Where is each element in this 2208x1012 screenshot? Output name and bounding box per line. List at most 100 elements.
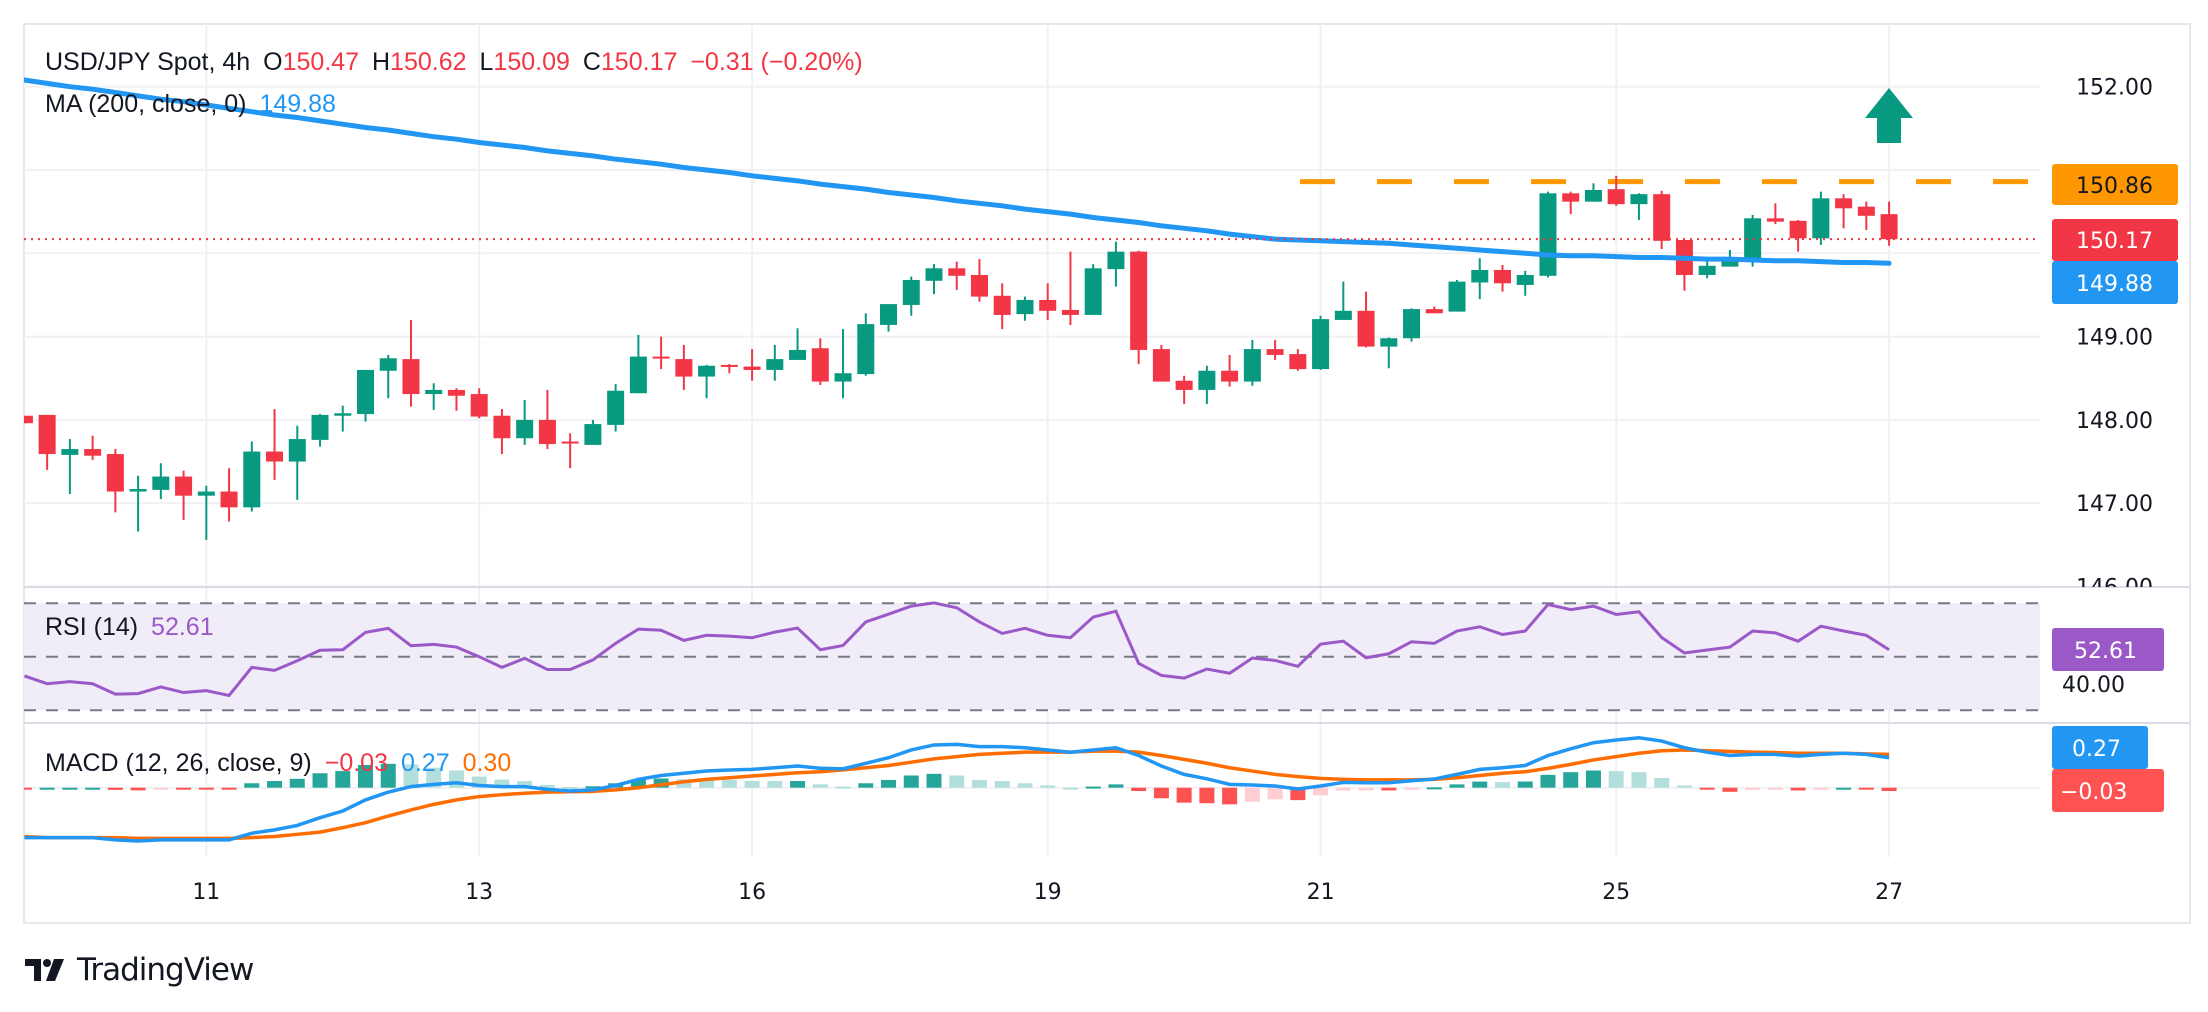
candle-body — [902, 279, 920, 305]
rsi-axis-label: 40.00 — [2062, 673, 2125, 698]
histogram-bar — [312, 773, 328, 788]
candle — [311, 414, 329, 447]
candle-body — [561, 441, 579, 444]
rsi-line — [24, 601, 1890, 698]
candle-body — [1175, 380, 1193, 390]
candle — [402, 319, 420, 407]
histogram-bar — [1335, 787, 1351, 791]
candle — [652, 336, 670, 370]
candle — [1312, 315, 1330, 370]
candle-body — [652, 356, 670, 359]
candle — [698, 364, 716, 399]
time-axis-label: 27 — [1875, 880, 1903, 905]
histogram-bar — [1654, 778, 1670, 788]
macd-legend[interactable]: MACD (12, 26, close, 9) −0.03 0.27 0.30 — [45, 748, 517, 778]
candle-body — [470, 394, 488, 417]
candle — [152, 463, 170, 500]
candle-body — [288, 439, 306, 462]
candle — [1016, 296, 1034, 321]
time-axis-label: 11 — [192, 880, 220, 905]
up-arrow-icon — [1865, 88, 1913, 143]
candle-body — [948, 268, 966, 276]
histogram-bar — [1495, 782, 1510, 788]
candle-body — [1403, 309, 1421, 339]
price-axis-label: 146.00 — [2076, 576, 2153, 601]
candles — [24, 175, 1898, 540]
ma-label: MA (200, close, 0) — [45, 90, 247, 118]
candle-body — [1130, 251, 1148, 350]
time-axis[interactable]: 11 13 16 19 21 25 27 — [192, 880, 1903, 905]
histogram-bar — [1062, 787, 1078, 790]
candle — [425, 383, 443, 410]
rsi-band — [24, 603, 2040, 710]
time-axis-label: 16 — [738, 880, 766, 905]
histogram-bar — [1085, 786, 1101, 789]
histogram-bar — [881, 779, 897, 788]
candle — [629, 334, 647, 394]
candle-body — [1107, 251, 1125, 270]
histogram-bar — [1836, 787, 1852, 790]
histogram-bar — [1813, 787, 1829, 790]
candle-body — [1243, 349, 1261, 382]
candle — [1562, 191, 1580, 215]
histogram-bar — [1472, 781, 1488, 788]
macd-value: 0.27 — [400, 749, 450, 777]
candle-body — [993, 295, 1011, 315]
candle — [538, 389, 556, 450]
candle-body — [447, 389, 465, 396]
histogram-bar — [107, 787, 123, 790]
candle-body — [880, 304, 898, 325]
symbol-legend[interactable]: USD/JPY Spot, 4h O150.47 H150.62 L150.09… — [45, 47, 869, 77]
resistance-badge: 150.86 — [2052, 164, 2178, 205]
histogram-bar — [403, 764, 419, 788]
tradingview-logo[interactable]: TradingView — [25, 952, 254, 988]
candle-body — [1289, 354, 1307, 370]
histogram-bar — [1699, 787, 1715, 790]
rsi-legend[interactable]: RSI (14) 52.61 — [45, 612, 220, 642]
candle-body — [720, 364, 738, 367]
low-label: L — [479, 48, 494, 76]
candle-body — [1084, 268, 1102, 315]
histogram-badge-text: −0.03 — [2060, 780, 2127, 805]
histogram-bar — [221, 787, 237, 790]
candle — [1607, 175, 1625, 206]
candle-body — [175, 476, 193, 496]
candle — [1425, 306, 1443, 314]
candle-body — [106, 454, 124, 492]
candle-body — [402, 359, 420, 395]
candle-body — [675, 359, 693, 377]
time-axis-label: 25 — [1602, 880, 1630, 905]
candle — [357, 369, 374, 422]
price-axis[interactable]: 152.00 149.00 148.00 147.00 146.00 — [2076, 76, 2153, 601]
histogram-bar — [1222, 787, 1238, 805]
histogram-bar — [1540, 774, 1556, 788]
rsi-badge-text: 52.61 — [2074, 639, 2137, 664]
histogram-bar — [289, 778, 305, 788]
candle — [1403, 308, 1421, 342]
candle — [24, 415, 33, 424]
candle — [175, 470, 193, 520]
histogram-bar — [380, 763, 396, 788]
histogram-bar — [767, 781, 783, 788]
histogram-bar — [835, 786, 851, 789]
histogram-bar — [1426, 787, 1442, 790]
candle-body — [1152, 349, 1170, 382]
ma-legend[interactable]: MA (200, close, 0) 149.88 — [45, 89, 342, 119]
candle-body — [1016, 299, 1034, 315]
candle-body — [1630, 194, 1648, 205]
histogram-bar — [1767, 787, 1783, 790]
candle-body — [38, 414, 56, 455]
candle-body — [266, 451, 284, 462]
histogram-bar — [676, 779, 692, 788]
candle-body — [425, 389, 443, 395]
histogram-bar — [1745, 787, 1761, 790]
candle-body — [493, 415, 511, 439]
histogram-bar — [176, 787, 192, 790]
candle-body — [197, 491, 215, 496]
candle — [766, 344, 784, 381]
candle — [925, 264, 943, 295]
candle-body — [1357, 310, 1375, 347]
histogram-bar — [1449, 784, 1465, 788]
macd-badge: 0.27 — [2052, 726, 2148, 769]
